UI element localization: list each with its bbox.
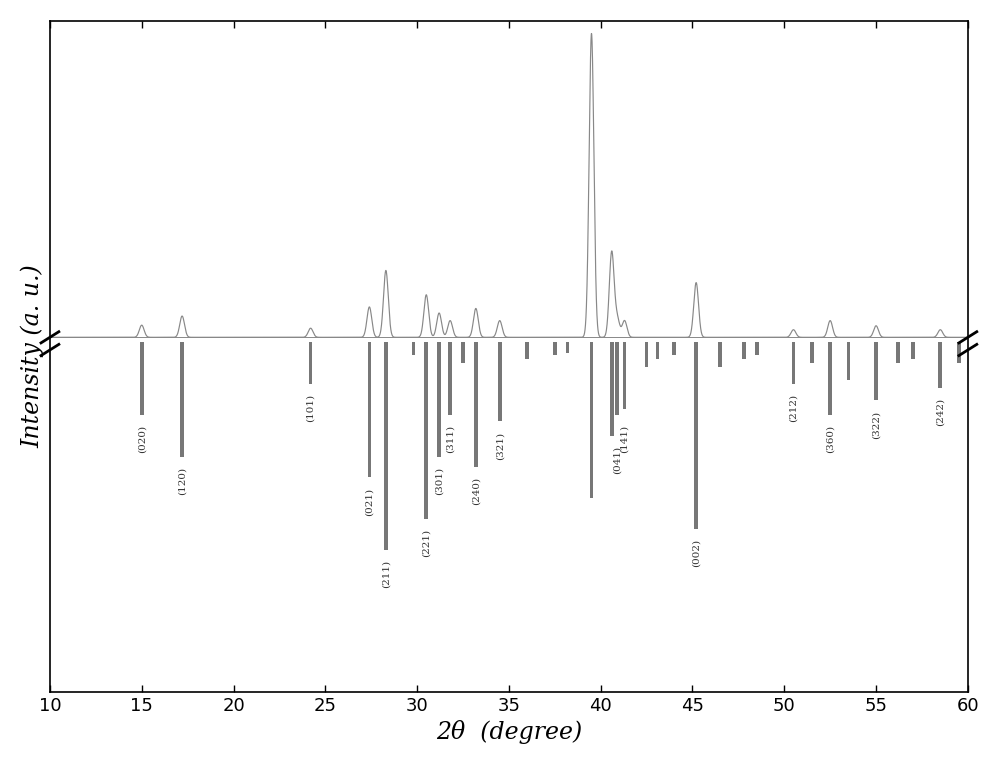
Text: (301): (301) bbox=[435, 467, 444, 495]
Text: (101): (101) bbox=[306, 394, 315, 422]
Text: (321): (321) bbox=[495, 431, 504, 460]
Bar bbox=[590, 343, 593, 498]
Bar bbox=[911, 343, 915, 359]
Text: (141): (141) bbox=[620, 425, 629, 454]
Y-axis label: Intensity (a. u.): Intensity (a. u.) bbox=[21, 265, 44, 448]
Bar bbox=[847, 343, 850, 379]
Bar bbox=[525, 343, 529, 359]
Bar bbox=[672, 343, 676, 355]
X-axis label: 2θ  (degree): 2θ (degree) bbox=[436, 720, 582, 744]
Text: (212): (212) bbox=[789, 394, 798, 422]
Bar bbox=[718, 343, 722, 367]
Bar bbox=[180, 343, 184, 457]
Text: (360): (360) bbox=[826, 425, 835, 454]
Text: (221): (221) bbox=[422, 529, 431, 557]
Bar bbox=[615, 343, 619, 415]
Text: (240): (240) bbox=[471, 477, 480, 505]
Bar bbox=[957, 343, 961, 363]
Bar bbox=[792, 343, 795, 384]
Bar bbox=[461, 343, 465, 363]
Bar bbox=[742, 343, 746, 359]
Bar bbox=[309, 343, 312, 384]
Bar bbox=[448, 343, 452, 415]
Bar bbox=[896, 343, 900, 363]
Bar bbox=[755, 343, 759, 355]
Bar bbox=[938, 343, 942, 388]
Bar bbox=[498, 343, 502, 422]
Bar bbox=[656, 343, 659, 359]
Text: (242): (242) bbox=[936, 398, 945, 426]
Text: (322): (322) bbox=[872, 411, 881, 439]
Bar bbox=[810, 343, 814, 363]
Bar bbox=[874, 343, 878, 401]
Text: (041): (041) bbox=[613, 446, 622, 474]
Text: (002): (002) bbox=[692, 539, 701, 568]
Text: (021): (021) bbox=[365, 487, 374, 516]
Bar bbox=[474, 343, 478, 467]
Text: (211): (211) bbox=[381, 560, 390, 588]
Bar bbox=[828, 343, 832, 415]
Bar bbox=[553, 343, 557, 355]
Bar bbox=[694, 343, 698, 529]
Bar bbox=[140, 343, 144, 415]
Bar bbox=[623, 343, 626, 409]
Bar bbox=[610, 343, 614, 436]
Bar bbox=[424, 343, 428, 519]
Bar bbox=[437, 343, 441, 457]
Bar bbox=[645, 343, 648, 367]
Text: (020): (020) bbox=[137, 425, 146, 454]
Bar bbox=[384, 343, 388, 550]
Bar bbox=[566, 343, 569, 353]
Bar bbox=[412, 343, 415, 355]
Bar bbox=[368, 343, 371, 477]
Text: (120): (120) bbox=[178, 467, 187, 495]
Text: (311): (311) bbox=[446, 425, 455, 454]
